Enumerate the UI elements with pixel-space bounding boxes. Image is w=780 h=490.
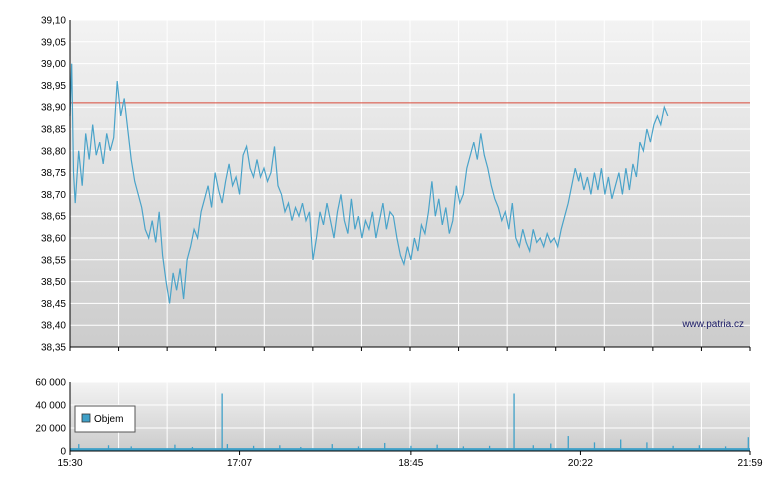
volume-bar [384, 442, 386, 451]
volume-bars [70, 393, 750, 451]
volume-bar [331, 444, 333, 451]
volume-bar [436, 444, 438, 451]
volume-bar [593, 442, 596, 451]
volume-bar [567, 436, 569, 451]
x-tick-label: 15:30 [57, 458, 82, 469]
volume-bar [747, 437, 749, 451]
x-tick-label: 20:22 [568, 458, 593, 469]
volume-legend: Objem [74, 405, 136, 433]
volume-legend-swatch-icon [81, 413, 91, 423]
watermark: www.patria.cz [681, 319, 744, 330]
volume-bar [410, 445, 412, 451]
volume-bar [252, 445, 255, 451]
volume-legend-label: Objem [94, 414, 123, 425]
volume-bar [646, 442, 648, 451]
price-y-tick-label: 38,70 [41, 190, 66, 201]
volume-y-axis: 60 000 40 000 20 000 0 [35, 378, 66, 458]
price-y-tick-label: 38,60 [41, 234, 66, 245]
volume-bar [513, 393, 515, 451]
x-axis-time-labels: 15:30 17:07 18:45 20:22 21:59 [57, 451, 763, 469]
volume-bar [226, 444, 229, 451]
volume-bar [279, 445, 281, 451]
price-grid [70, 19, 750, 348]
price-series-line [69, 63, 669, 304]
volume-bar [532, 445, 534, 451]
volume-y-tick-label: 40 000 [35, 401, 66, 412]
price-y-tick-label: 38,65 [41, 212, 66, 223]
volume-bar [550, 443, 552, 451]
price-y-tick-label: 38,55 [41, 255, 66, 266]
volume-bar [357, 446, 360, 451]
volume-panel: 60 000 40 000 20 000 0 15:30 17:07 18:45 20:22… [35, 378, 763, 470]
price-y-tick-label: 39,10 [41, 16, 66, 27]
volume-bar [672, 445, 674, 451]
price-y-tick-label: 38,80 [41, 146, 66, 157]
volume-baseline-band [70, 448, 750, 451]
price-y-tick-label: 39,05 [41, 37, 66, 48]
volume-bar [698, 445, 701, 451]
price-y-tick-label: 38,50 [41, 277, 66, 288]
volume-bar [221, 393, 223, 451]
price-y-tick-label: 38,90 [41, 103, 66, 114]
price-y-tick-label: 38,40 [41, 321, 66, 332]
volume-y-tick-label: 0 [60, 447, 66, 458]
price-x-ticks [69, 347, 751, 351]
price-panel: 39,10 39,05 39,00 38,95 38,90 38,85 38,80 38,75… [41, 16, 751, 354]
volume-bar [191, 446, 194, 451]
price-y-tick-label: 38,45 [41, 299, 66, 310]
x-tick-label: 21:59 [737, 458, 762, 469]
volume-y-tick-label: 60 000 [35, 378, 66, 389]
price-y-tick-label: 38,75 [41, 168, 66, 179]
volume-y-tick-label: 20 000 [35, 424, 66, 435]
volume-bar [174, 444, 176, 451]
price-y-tick-label: 38,95 [41, 81, 66, 92]
x-tick-label: 17:07 [227, 458, 252, 469]
volume-bar [488, 445, 491, 451]
volume-bar [130, 446, 132, 451]
price-y-tick-label: 39,00 [41, 59, 66, 70]
x-tick-label: 18:45 [398, 458, 423, 469]
price-y-tick-label: 38,35 [41, 343, 66, 354]
price-y-axis: 39,10 39,05 39,00 38,95 38,90 38,85 38,80 38,75… [41, 16, 66, 354]
volume-bar [300, 446, 302, 451]
volume-bar [78, 444, 80, 451]
volume-bar [620, 439, 622, 451]
price-y-tick-label: 38,85 [41, 125, 66, 136]
volume-bar [107, 445, 110, 451]
volume-bar [462, 446, 465, 451]
volume-bar [724, 446, 727, 451]
